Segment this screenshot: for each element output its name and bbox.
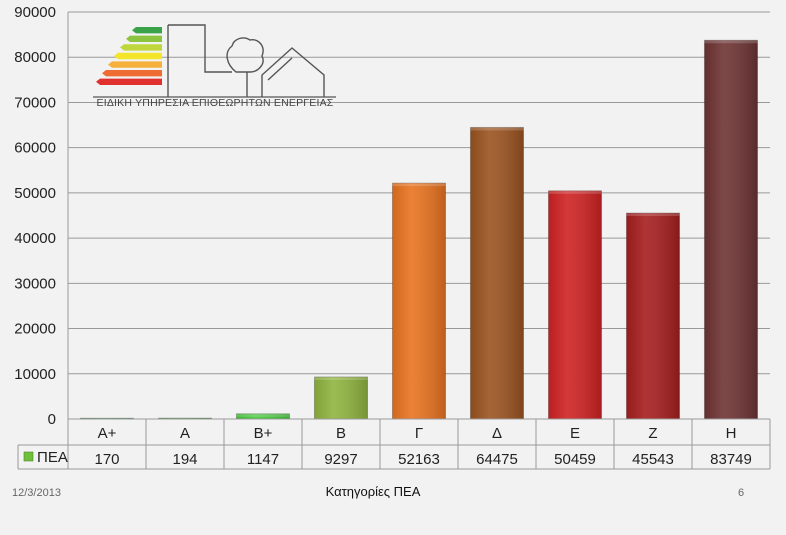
y-tick-label: 60000 — [14, 140, 56, 157]
bar-Δ — [469, 126, 525, 420]
bar-B — [313, 376, 369, 420]
legend-label: ΠΕΑ — [37, 449, 68, 466]
logo-text: ΕΙΔΙΚΗ ΥΠΗΡΕΣΙΑ ΕΠΙΘΕΩΡΗΤΩΝ ΕΝΕΡΓΕΙΑΣ — [97, 97, 334, 109]
category-label: A — [180, 425, 190, 442]
page-number: 6 — [738, 487, 745, 499]
category-label: Δ — [492, 425, 502, 442]
y-tick-label: 50000 — [14, 185, 56, 202]
category-label: B+ — [254, 425, 273, 442]
logo: ΕΙΔΙΚΗ ΥΠΗΡΕΣΙΑ ΕΠΙΘΕΩΡΗΤΩΝ ΕΝΕΡΓΕΙΑΣ — [93, 24, 336, 109]
bar-Γ — [391, 182, 447, 420]
y-tick-label: 20000 — [14, 321, 56, 338]
value-label: 83749 — [710, 451, 752, 468]
value-label: 50459 — [554, 451, 596, 468]
category-label: E — [570, 425, 580, 442]
category-label: H — [726, 425, 737, 442]
bar-H — [703, 39, 759, 420]
category-label: Z — [648, 425, 657, 442]
value-label: 64475 — [476, 451, 518, 468]
value-label: 170 — [94, 451, 119, 468]
data-table: A+ A B+ B Γ Δ E Z H ΠΕΑ 170 194 1147 9297 52163 64475 50… — [17, 418, 771, 470]
value-label: 1147 — [247, 451, 279, 468]
value-label: 52163 — [398, 451, 440, 468]
y-tick-label: 80000 — [14, 49, 56, 66]
value-label: 45543 — [632, 451, 674, 468]
bar-B+ — [235, 413, 291, 420]
category-label: B — [336, 425, 346, 442]
bar-E — [547, 190, 603, 420]
category-label: A+ — [98, 425, 117, 442]
value-label: 9297 — [324, 451, 357, 468]
y-tick-label: 30000 — [14, 275, 56, 292]
energy-label-icon — [96, 27, 162, 85]
bar-Z — [625, 212, 681, 420]
footer-date: 12/3/2013 — [12, 487, 61, 499]
y-tick-label: 40000 — [14, 230, 56, 247]
y-axis-ticks: 0 10000 20000 30000 40000 50000 60000 70000 8000… — [14, 4, 56, 428]
bars — [79, 39, 759, 420]
footer-title: Κατηγορίες ΠΕΑ — [325, 484, 421, 499]
y-tick-label: 0 — [48, 411, 56, 428]
y-tick-label: 10000 — [14, 366, 56, 383]
legend-swatch — [23, 451, 34, 462]
y-tick-label: 70000 — [14, 94, 56, 111]
value-label: 194 — [172, 451, 197, 468]
y-tick-label: 90000 — [14, 4, 56, 21]
house-outline-icon — [167, 24, 325, 97]
category-label: Γ — [415, 425, 423, 442]
